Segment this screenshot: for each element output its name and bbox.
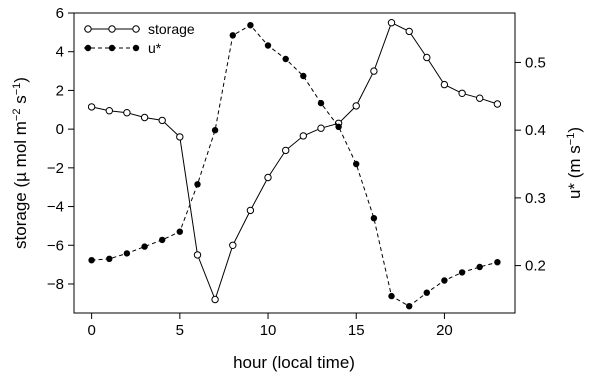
series-layer: [87, 19, 502, 310]
legend: storage u*: [84, 21, 195, 56]
series-storage-point: [387, 19, 396, 27]
series-storage-point: [211, 295, 219, 304]
y-right-tick-label: 0.4: [525, 122, 546, 139]
x-axis-title: hour (local time): [233, 353, 355, 372]
legend-storage-marker: [132, 25, 140, 33]
series-storage-point: [299, 132, 307, 140]
y-left-tick-label: −8: [47, 276, 64, 293]
plot-frame: [73, 12, 516, 314]
series-ustar-point: [370, 215, 378, 222]
series-storage-point: [229, 241, 237, 250]
y-axis-right: 0.2 0.3 0.4 0.5: [515, 54, 546, 275]
series-ustar-point: [194, 181, 201, 188]
series-ustar-point: [353, 160, 360, 168]
series-storage-point: [140, 113, 149, 122]
legend-storage-label: storage: [148, 21, 195, 37]
series-storage-point: [423, 53, 431, 62]
series-ustar-point: [441, 277, 448, 284]
series-storage-point: [317, 124, 325, 132]
y-axis-right-title: u* (m s−1): [565, 127, 584, 199]
legend-ustar-marker: [132, 44, 140, 52]
legend-ustar-label: u*: [148, 40, 162, 56]
series-ustar-point: [317, 99, 325, 107]
series-ustar-point: [388, 292, 395, 300]
series-storage-point: [123, 109, 131, 117]
series-ustar-point: [458, 269, 466, 276]
y-left-tick-label: −6: [47, 237, 64, 254]
series-ustar-point: [159, 236, 166, 244]
legend-ustar-marker: [84, 44, 92, 52]
legend-storage-marker: [108, 25, 116, 33]
series-ustar-point: [229, 32, 236, 39]
series-ustar-point: [282, 55, 289, 63]
series-ustar-point: [88, 257, 95, 264]
y-left-tick-label: 6: [56, 5, 64, 22]
y-right-tick-label: 0.2: [525, 258, 546, 275]
series-storage-point: [476, 94, 484, 102]
y-right-tick-label: 0.3: [525, 190, 546, 207]
series-storage-point: [440, 80, 449, 89]
series-ustar-point: [300, 72, 307, 80]
series-storage-point: [405, 27, 413, 36]
legend-ustar-marker: [108, 44, 116, 52]
series-storage-point: [458, 89, 466, 98]
series-storage-point: [246, 206, 255, 215]
series-storage-line: [91, 22, 498, 301]
y-axis-left-title: storage (µ mol m−2 s−1): [11, 77, 30, 249]
series-storage-point: [87, 103, 96, 111]
series-storage-point: [370, 67, 378, 75]
y-left-tick-label: 2: [56, 82, 64, 99]
series-storage-point: [264, 173, 272, 182]
series-ustar-point: [176, 228, 183, 235]
series-storage-point: [158, 116, 166, 125]
series-ustar-point: [123, 250, 131, 257]
y-left-tick-label: 4: [56, 44, 64, 61]
x-tick-label: 0: [87, 322, 95, 339]
series-storage-point: [493, 100, 502, 108]
y-left-tick-label: −2: [47, 160, 64, 177]
y-axis-left: −8 −6 −4 −2 0 2 4 6: [47, 5, 74, 293]
series-storage-point: [193, 251, 202, 259]
y-left-tick-label: 0: [56, 121, 64, 138]
series-ustar-point: [211, 127, 219, 134]
y-right-tick-label: 0.5: [525, 54, 546, 71]
series-ustar-point: [106, 255, 113, 262]
y-left-tick-label: −4: [47, 199, 64, 216]
series-ustar-point: [247, 22, 254, 29]
series-ustar-point: [406, 303, 413, 310]
x-tick-label: 20: [436, 322, 453, 339]
series-storage-point: [282, 146, 290, 155]
x-tick-label: 15: [348, 322, 365, 339]
series-ustar-point: [264, 42, 272, 49]
x-axis: 0 5 10 15 20: [87, 313, 453, 339]
series-storage-point: [105, 107, 114, 115]
series-storage-point: [352, 102, 360, 110]
series-ustar-point: [141, 243, 148, 250]
x-tick-label: 10: [260, 322, 277, 339]
x-tick-label: 5: [176, 322, 184, 339]
series-storage-point: [176, 133, 184, 141]
series-ustar-point: [494, 259, 501, 266]
series-ustar-point: [423, 289, 430, 296]
series-ustar-line: [91, 24, 498, 307]
series-ustar-point: [335, 123, 342, 130]
legend-storage-marker: [84, 25, 92, 33]
series-ustar-point: [476, 263, 483, 271]
